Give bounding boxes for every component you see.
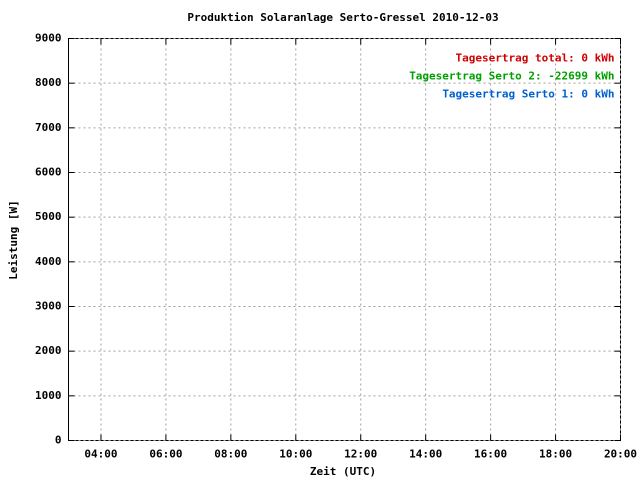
legend-entry: Tagesertrag total: 0 kWh	[456, 52, 615, 65]
x-tick-label: 04:00	[84, 448, 117, 461]
y-tick-label: 4000	[35, 255, 62, 268]
y-tick-label: 3000	[35, 300, 62, 313]
y-tick-label: 5000	[35, 210, 62, 223]
y-tick-label: 9000	[35, 32, 62, 45]
y-tick-label: 6000	[35, 166, 62, 179]
x-tick-label: 14:00	[409, 448, 442, 461]
x-tick-label: 18:00	[539, 448, 572, 461]
x-tick-label: 12:00	[344, 448, 377, 461]
y-tick-label: 2000	[35, 344, 62, 357]
y-tick-label: 8000	[35, 76, 62, 89]
y-tick-label: 1000	[35, 389, 62, 402]
chart-title: Produktion Solaranlage Serto-Gressel 201…	[187, 11, 498, 24]
x-tick-label: 20:00	[604, 448, 637, 461]
x-axis-label: Zeit (UTC)	[310, 465, 376, 478]
legend-entry: Tagesertrag Serto 1: 0 kWh	[442, 88, 614, 101]
y-tick-label: 0	[55, 434, 62, 447]
legend-entry: Tagesertrag Serto 2: -22699 kWh	[409, 70, 614, 83]
x-tick-label: 08:00	[214, 448, 247, 461]
y-tick-label: 7000	[35, 121, 62, 134]
x-tick-label: 16:00	[474, 448, 507, 461]
x-tick-label: 10:00	[279, 448, 312, 461]
x-tick-label: 06:00	[149, 448, 182, 461]
y-axis-label: Leistung [W]	[7, 200, 20, 279]
